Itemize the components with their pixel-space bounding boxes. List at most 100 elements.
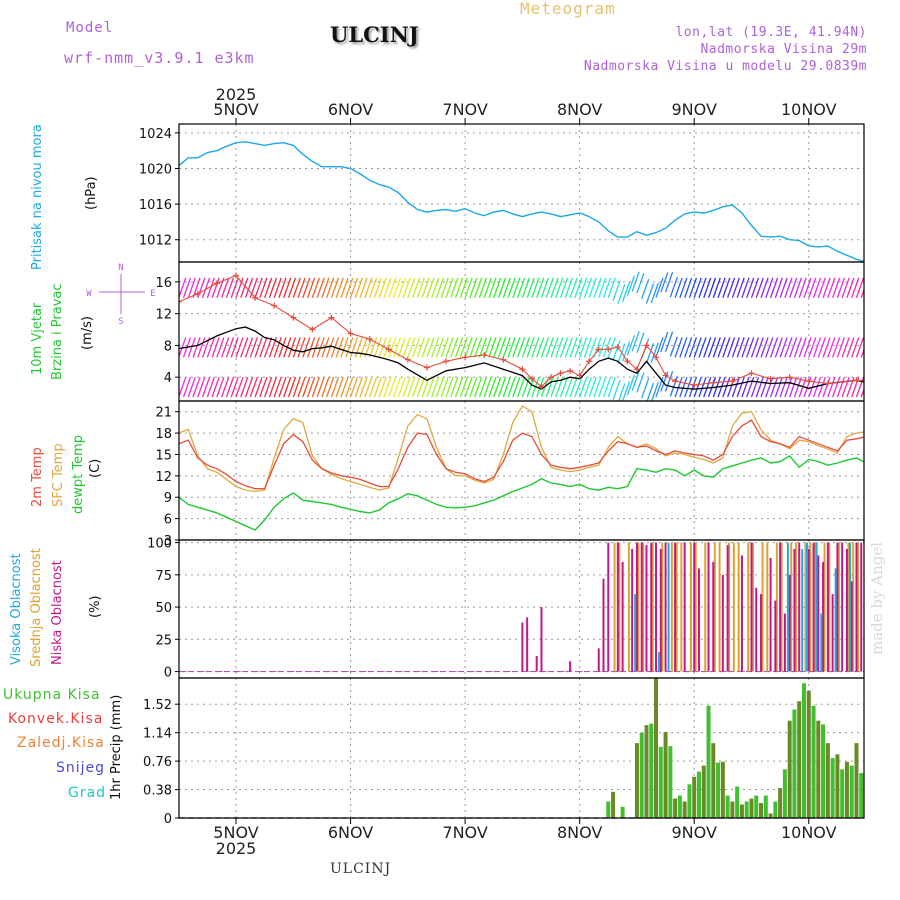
wind-barb-mark xyxy=(569,337,578,358)
wind-gust-marker xyxy=(853,377,860,384)
wind-barb-mark xyxy=(249,376,258,398)
wind-barb-mark xyxy=(450,376,459,398)
wind-barb-mark xyxy=(707,337,717,358)
wind-gust-marker xyxy=(633,366,640,373)
wind-barb-mark xyxy=(871,377,878,397)
precip-bar xyxy=(792,709,797,818)
wind-barb-mark xyxy=(392,376,402,398)
wind-gust-marker xyxy=(786,374,793,381)
precip-bar xyxy=(787,720,792,818)
wind-barb-mark xyxy=(459,376,468,398)
wind-barb-mark xyxy=(335,376,344,398)
wind-barb-mark xyxy=(488,376,497,398)
precip-bar xyxy=(759,803,764,818)
wind-barb-mark xyxy=(545,337,554,358)
wind-barb-mark xyxy=(474,337,483,358)
panel-frame xyxy=(178,123,865,263)
wind-barb-mark xyxy=(411,376,421,398)
wind-barb-mark xyxy=(574,376,583,398)
wind-barb-mark xyxy=(880,337,887,357)
wind-barb-mark xyxy=(664,271,674,293)
wind-barb-mark xyxy=(774,277,783,298)
wind-gust-marker xyxy=(548,374,555,381)
wind-barb-mark xyxy=(636,372,645,393)
wind-barb-mark xyxy=(588,277,597,298)
panel-frame xyxy=(178,400,865,541)
wind-barb-mark xyxy=(569,376,578,398)
wind-barb-mark xyxy=(650,342,659,363)
wind-gust-marker xyxy=(366,336,373,343)
wind-barb-mark xyxy=(431,277,440,298)
bottom-day-label: 6NOV xyxy=(328,823,373,842)
wind-barb-mark xyxy=(278,337,287,358)
wind-barb-mark xyxy=(602,376,612,398)
model-name: wrf-nmm_v3.9.1 e3km xyxy=(64,49,255,67)
wind-barb-mark xyxy=(588,376,597,398)
precip-bar xyxy=(754,795,759,818)
wind-barb-mark xyxy=(895,278,900,298)
wind-barb-mark xyxy=(645,343,655,364)
y-tick-label: 100 xyxy=(147,537,172,552)
wind-barb-mark xyxy=(359,376,368,398)
wind-barb-mark xyxy=(812,376,822,398)
wind-barb-mark xyxy=(225,277,235,298)
y-tick-label: 6 xyxy=(164,513,172,528)
precip-bar xyxy=(644,725,649,818)
top-day-label: 7NOV xyxy=(442,100,487,119)
wind-barb-mark xyxy=(841,337,850,358)
wind-barb-mark xyxy=(536,277,545,298)
wind-barb-mark xyxy=(846,337,855,358)
wind-barb-mark xyxy=(598,337,607,358)
precip-bar xyxy=(749,798,754,818)
wind-barb-mark xyxy=(550,277,559,298)
top-day-label: 10NOV xyxy=(781,100,837,119)
wind-barb-mark xyxy=(871,337,878,357)
wind-barb-mark xyxy=(722,376,731,398)
wind-barb-mark xyxy=(574,277,583,298)
wind-barb-mark xyxy=(512,337,521,358)
wind-barb-mark xyxy=(369,277,378,298)
wind-barb-mark xyxy=(244,376,254,398)
wind-barb-mark xyxy=(383,277,392,298)
wind-barb-mark xyxy=(431,337,440,358)
wind-barb-mark xyxy=(206,376,215,398)
wind-barb-mark xyxy=(483,337,492,358)
wind-barb-mark xyxy=(192,337,201,358)
panel-frame xyxy=(178,677,865,819)
top-day-label: 6NOV xyxy=(328,100,373,119)
wind-barb-mark xyxy=(703,277,712,298)
wind-barb-mark xyxy=(880,278,887,298)
wind-barb-mark xyxy=(192,376,201,398)
wind-barb-mark xyxy=(426,376,435,398)
wind-barb-mark xyxy=(264,277,273,298)
wind-barb-mark xyxy=(454,376,464,398)
wind-barb-mark xyxy=(895,337,900,357)
wind-barb-mark xyxy=(679,337,688,358)
precip-bar xyxy=(859,773,864,818)
wind-barb-mark xyxy=(851,277,860,298)
wind-barb-mark xyxy=(373,376,383,398)
wind-barb-mark xyxy=(407,376,416,398)
y-tick-label: 1.14 xyxy=(143,727,172,742)
wind-barb-mark xyxy=(268,277,278,298)
precip-bar xyxy=(778,788,783,818)
precip-bar xyxy=(687,784,692,818)
wind-barb-mark xyxy=(540,277,550,298)
wind-barb-mark xyxy=(817,277,826,298)
wind-barb-mark xyxy=(402,376,411,398)
wind-barb-mark xyxy=(526,337,535,358)
wind-barb-mark xyxy=(254,337,263,358)
wind-barb-mark xyxy=(216,337,225,358)
y-tick-label: 9 xyxy=(164,491,172,506)
wind-barb-mark xyxy=(693,337,702,358)
wind-barb-mark xyxy=(612,379,621,401)
wind-barb-mark xyxy=(817,337,826,358)
wind-barb-mark xyxy=(411,277,421,298)
wind-barb-mark xyxy=(373,277,383,298)
wind-barb-mark xyxy=(803,376,812,398)
elevation-label: Nadmorska Visina 29m xyxy=(700,42,867,57)
wind-barb-mark xyxy=(531,277,540,298)
wind-gust-marker xyxy=(710,379,717,386)
wind-barb-mark xyxy=(774,337,783,358)
wind-barb-mark xyxy=(392,277,402,298)
